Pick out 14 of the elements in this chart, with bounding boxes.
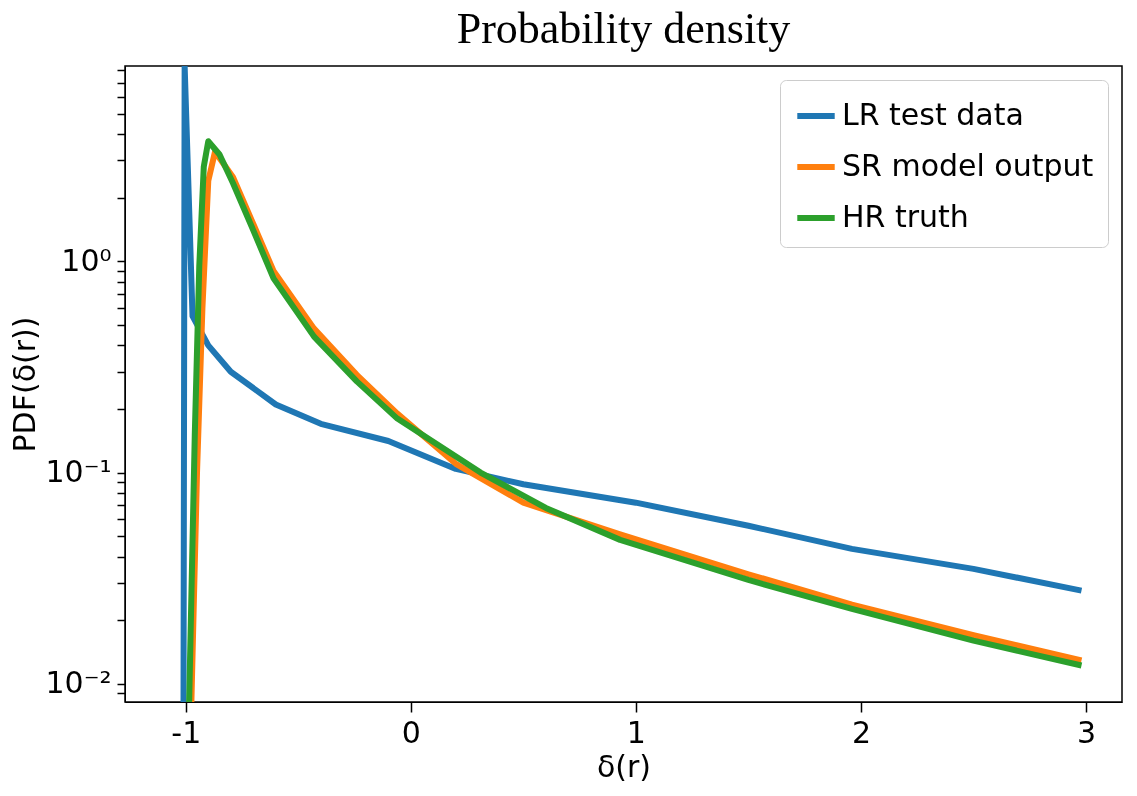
y-tick-label: 10⁻¹ [45,454,112,490]
legend-label: SR model output [842,148,1094,183]
y-tick-label: 10⁻² [45,665,112,701]
legend-label: LR test data [842,97,1024,132]
chart-title: Probability density [456,4,791,53]
x-tick-label: 1 [626,714,646,750]
y-tick-label: 10⁰ [61,242,112,278]
x-tick-label: -1 [171,714,202,750]
x-tick-label: 3 [1076,714,1097,750]
x-tick-label: 2 [851,714,871,750]
x-tick-label: 0 [401,714,421,750]
x-axis-title: δ(r) [596,748,652,784]
legend-label: HR truth [842,199,969,234]
y-axis-title: PDF(δ(r)) [7,316,43,453]
